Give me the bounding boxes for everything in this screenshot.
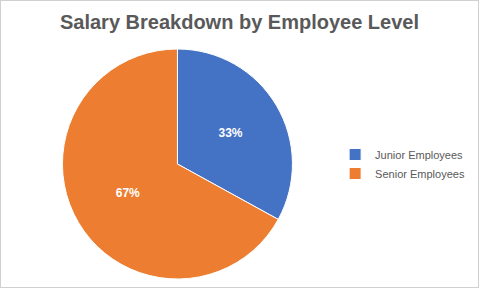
svg-text:Salary Breakdown by Employee L: Salary Breakdown by Employee Level — [60, 11, 419, 33]
svg-text:Senior Employees: Senior Employees — [375, 168, 465, 180]
svg-text:Junior Employees: Junior Employees — [375, 149, 463, 161]
svg-text:67%: 67% — [116, 186, 140, 200]
svg-text:33%: 33% — [218, 126, 242, 140]
